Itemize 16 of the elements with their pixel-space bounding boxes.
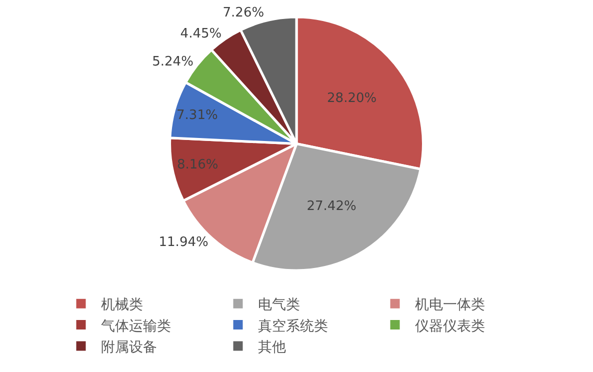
legend-label: 机电一体类 [415, 297, 485, 314]
data-label: 7.31% [176, 108, 218, 124]
data-label: 5.24% [152, 54, 194, 70]
data-label: 4.45% [180, 26, 222, 42]
data-label: 7.26% [222, 6, 264, 21]
legend-label: 真空系统类 [258, 318, 328, 334]
legend-label: 电气类 [258, 297, 300, 314]
legend-label: 附属设备 [101, 339, 157, 356]
legend-label: 仪器仪表类 [415, 318, 485, 334]
data-label: 28.20% [327, 91, 377, 106]
data-label: 11.94% [158, 234, 208, 250]
legend-label: 机械类 [101, 297, 143, 314]
data-label: 27.42% [306, 199, 356, 214]
legend-label: 其他 [258, 339, 286, 356]
legend-label: 气体运输类 [101, 318, 171, 334]
data-label: 8.16% [176, 157, 218, 172]
